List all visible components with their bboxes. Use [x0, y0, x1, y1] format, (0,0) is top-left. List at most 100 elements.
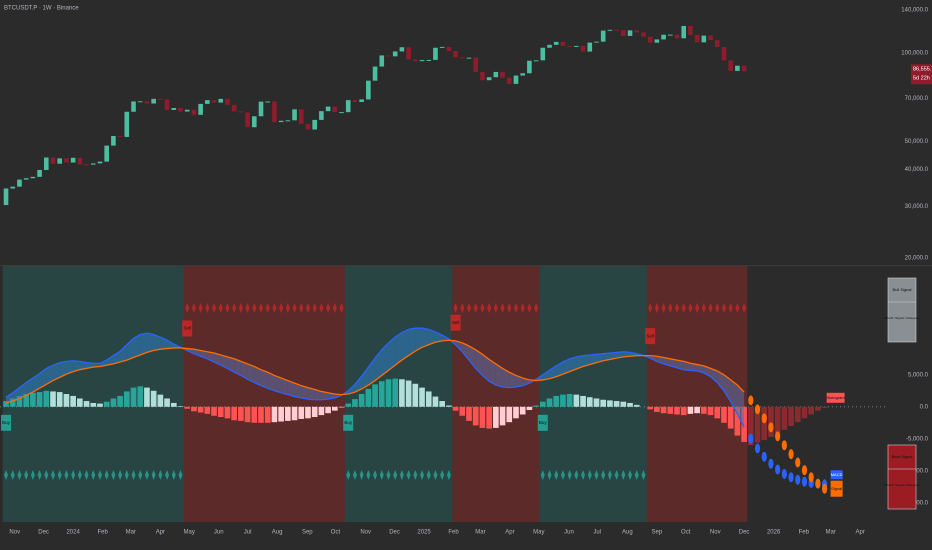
candle	[171, 107, 177, 110]
signal-label: Sell	[183, 326, 191, 331]
histogram-bar	[285, 406, 291, 421]
macd-signal-fill	[603, 353, 610, 361]
x-tick-label: Nov	[710, 530, 721, 536]
histogram-bar	[43, 390, 50, 407]
x-tick-label: Feb	[97, 530, 108, 536]
histogram-bar	[660, 406, 667, 414]
histogram-bar	[56, 392, 63, 407]
regime-marker	[453, 303, 458, 313]
projected-histogram-bar	[761, 406, 768, 441]
macd-signal-fill	[549, 365, 557, 379]
histogram-bar	[372, 384, 378, 407]
macd-signal-fill	[46, 365, 54, 385]
candle	[547, 44, 552, 48]
candle	[352, 100, 358, 103]
projected-macd-dot	[788, 472, 794, 483]
regime-marker	[467, 303, 472, 313]
candle	[17, 179, 22, 187]
candle	[278, 120, 284, 123]
x-tick-label: Aug	[622, 530, 633, 536]
candle	[178, 107, 183, 112]
regime-marker	[185, 303, 190, 313]
candle	[661, 34, 666, 40]
histogram-bar	[170, 402, 177, 407]
x-tick-label: Sep	[302, 530, 313, 536]
histogram-bar	[560, 394, 566, 407]
histogram-bar	[378, 381, 385, 407]
regime-marker	[373, 470, 378, 480]
candle	[473, 57, 479, 72]
histogram-bar	[741, 406, 747, 442]
histogram-bar	[271, 406, 278, 423]
regime-marker	[500, 303, 505, 313]
macd-signal-fill	[428, 329, 436, 345]
regime-marker	[285, 303, 290, 313]
regime-marker	[97, 470, 102, 480]
histogram-bar	[325, 406, 331, 414]
macd-signal-fill	[677, 360, 684, 370]
x-tick-label: Apr	[856, 530, 865, 536]
candle	[77, 157, 83, 165]
macd-signal-fill	[710, 368, 718, 383]
regime-marker	[17, 470, 22, 480]
candle	[453, 51, 458, 58]
candle	[158, 98, 163, 100]
regime-marker	[413, 470, 418, 480]
macd-signal-fill	[133, 334, 141, 358]
macd-signal-fill	[59, 361, 67, 378]
regime-marker	[131, 470, 136, 480]
histogram-bar	[654, 406, 660, 412]
macd-signal-fill	[314, 389, 322, 400]
regime-marker	[581, 470, 586, 480]
macd-signal-fill	[321, 391, 329, 400]
regime-marker	[701, 303, 706, 313]
x-tick-label: Jun	[214, 530, 224, 536]
candle	[3, 188, 9, 206]
x-tick-label: 2024	[66, 530, 80, 536]
candle	[292, 109, 297, 121]
macd-signal-fill	[267, 372, 275, 391]
regime-marker	[721, 303, 726, 313]
regime-marker	[10, 470, 15, 480]
regime-marker	[71, 470, 76, 480]
histogram-bar	[412, 383, 419, 407]
histogram-bar	[157, 394, 164, 407]
macd-signal-fill	[234, 358, 241, 376]
candle	[131, 101, 136, 112]
candle	[553, 41, 559, 45]
macd-signal-fill	[32, 373, 40, 393]
candle	[345, 100, 351, 113]
histogram-bar	[466, 406, 472, 421]
histogram-bar	[680, 406, 687, 416]
projected-signal-dot	[768, 422, 774, 433]
histogram-bar	[224, 406, 231, 419]
regime-marker	[359, 470, 364, 480]
regime-marker	[554, 470, 559, 480]
histogram-bar	[399, 379, 405, 407]
projected-signal-dot	[775, 431, 781, 442]
projected-signal-dot	[815, 478, 821, 489]
regime-marker	[124, 470, 129, 480]
regime-marker	[232, 303, 237, 313]
candle	[325, 106, 331, 112]
candle	[191, 109, 197, 115]
histogram-label-box	[826, 392, 845, 403]
candle	[459, 57, 465, 59]
regime-zone	[539, 266, 647, 522]
histogram-bar	[486, 406, 492, 429]
projected-histogram-bar	[747, 406, 754, 446]
signal-label-box	[645, 328, 656, 345]
projected-signal-dot	[761, 413, 767, 424]
projected-signal-dot	[788, 449, 794, 460]
candle	[667, 34, 673, 36]
regime-marker	[675, 303, 680, 313]
regime-marker	[4, 470, 9, 480]
histogram-bar	[9, 398, 16, 407]
histogram-bar	[164, 398, 170, 407]
candle	[258, 101, 264, 117]
regime-marker	[158, 470, 163, 480]
candle	[238, 111, 244, 113]
histogram-bar	[519, 406, 526, 415]
candle	[90, 163, 96, 165]
candle	[506, 77, 512, 84]
